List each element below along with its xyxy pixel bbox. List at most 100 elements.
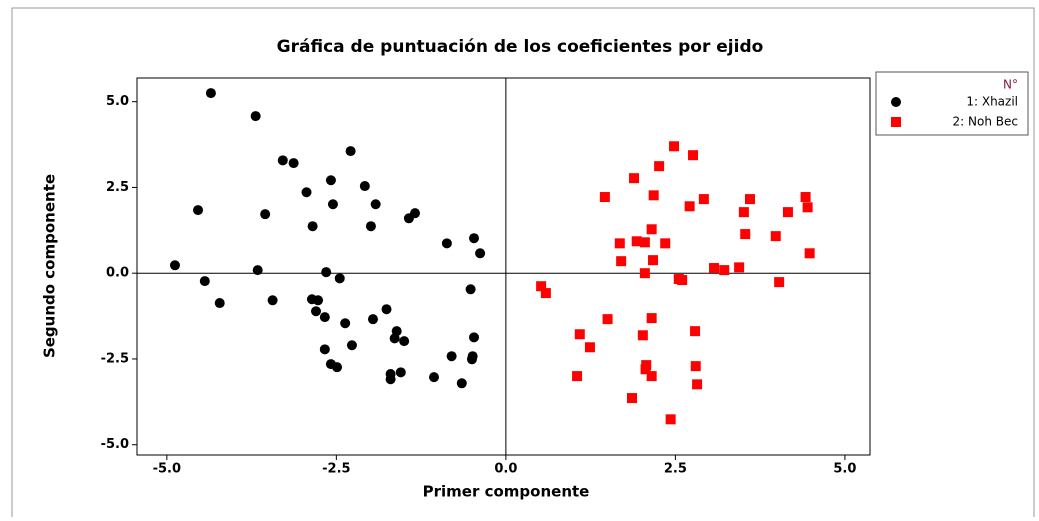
point [540,288,551,299]
point [250,111,261,122]
point [321,267,332,278]
point [267,295,278,306]
legend-box [875,71,1029,136]
point [391,326,402,337]
point [311,306,322,317]
point [399,336,410,347]
x-tick-label: -5.0 [153,462,181,477]
point [692,379,703,390]
point [260,209,271,220]
point [313,295,324,306]
point [646,224,657,235]
point [381,304,392,315]
point [690,326,701,337]
point [288,158,299,169]
x-tick-label: -2.5 [322,462,350,477]
point [340,318,351,329]
point [370,199,381,210]
legend-label: 2: Noh Bec [953,115,1018,129]
point [639,237,650,248]
point [677,275,688,286]
point [669,141,680,152]
point [738,207,749,218]
point [688,150,699,161]
x-tick-label: 0.0 [494,462,517,477]
point [169,260,180,271]
point [214,298,225,309]
point [614,238,625,249]
legend-label: 1: Xhazil [966,95,1018,109]
chart-title: Gráfica de puntuación de los coeficiente… [277,37,764,57]
point [465,284,476,295]
y-tick-label: 0.0 [106,266,129,281]
point [616,256,627,267]
point [646,313,657,324]
point [536,281,547,292]
plot-frame [136,77,871,456]
point [301,187,312,198]
point [802,202,813,213]
point [599,192,610,203]
point [709,263,720,274]
y-tick-label: 5.0 [106,94,129,109]
point [648,190,659,201]
point [660,238,671,249]
point [359,181,370,192]
point [345,146,356,157]
legend-marker [891,117,901,127]
point [327,199,338,210]
point [277,155,288,166]
x-tick-label: 2.5 [664,462,687,477]
y-axis-label: Segundo componente [41,174,59,358]
point [410,208,421,219]
point [665,414,676,425]
legend-marker [891,97,901,107]
point [770,231,781,242]
point [719,265,730,276]
point [475,248,486,259]
point [456,378,467,389]
y-tick-label: 2.5 [106,180,129,195]
point [574,329,585,340]
point [629,173,640,184]
point [199,276,210,287]
point [469,233,480,244]
point [646,371,657,382]
point [319,344,330,355]
point [428,372,439,383]
point [654,161,665,172]
point [395,367,406,378]
point [385,374,396,385]
point [734,262,745,273]
point [367,314,378,325]
point [446,351,457,362]
point [365,221,376,232]
point [319,312,330,323]
point [690,361,701,372]
point [782,207,793,218]
point [602,314,613,325]
point [740,229,751,240]
point [626,393,637,404]
point [252,265,263,276]
point [469,332,480,343]
point [744,194,755,205]
y-tick-label: -5.0 [101,437,129,452]
point [637,330,648,341]
point [684,201,695,212]
point [584,342,595,353]
point [346,340,357,351]
point [804,248,815,259]
point [193,205,204,216]
point [800,192,811,203]
point [631,236,642,247]
point [639,268,650,279]
x-axis-label: Primer componente [423,483,590,501]
x-tick-label: 5.0 [833,462,856,477]
y-tick-label: -2.5 [101,351,129,366]
point [698,194,709,205]
point [334,273,345,284]
point [441,238,452,249]
